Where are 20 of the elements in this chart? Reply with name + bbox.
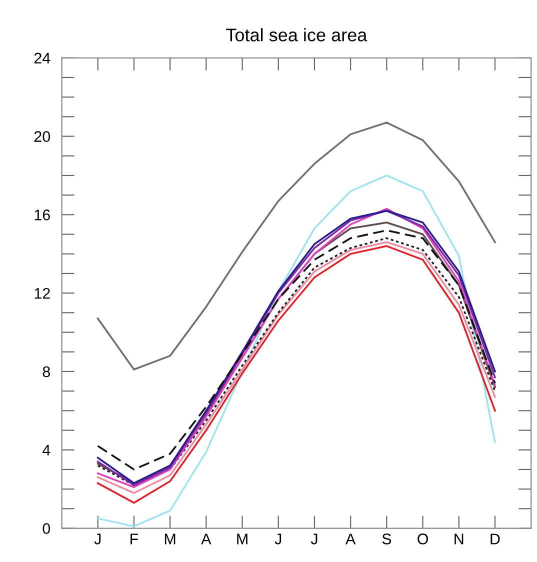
x-tick-label: F xyxy=(130,534,138,544)
x-tick-label: O xyxy=(418,534,428,544)
x-tick-label: M xyxy=(164,534,176,544)
x-tick-label: J xyxy=(274,534,282,544)
x-tick-label: N xyxy=(454,534,464,544)
x-tick-label: J xyxy=(94,534,101,544)
y-tick-label: 12 xyxy=(34,288,50,299)
y-tick-label: 0 xyxy=(42,523,50,534)
y-tick-label: 24 xyxy=(34,52,50,64)
chart-title: Total sea ice area xyxy=(226,28,368,42)
x-tick-label: A xyxy=(201,534,212,544)
y-tick-label: 20 xyxy=(34,131,50,142)
x-tick-label: S xyxy=(382,534,392,544)
x-tick-label: D xyxy=(490,534,500,544)
x-tick-label: A xyxy=(346,534,356,544)
x-tick-label: M xyxy=(237,534,248,544)
x-tick-label: J xyxy=(310,534,318,544)
y-tick-label: 16 xyxy=(34,210,50,220)
y-tick-label: 4 xyxy=(42,444,50,456)
y-tick-label: 8 xyxy=(42,366,50,378)
